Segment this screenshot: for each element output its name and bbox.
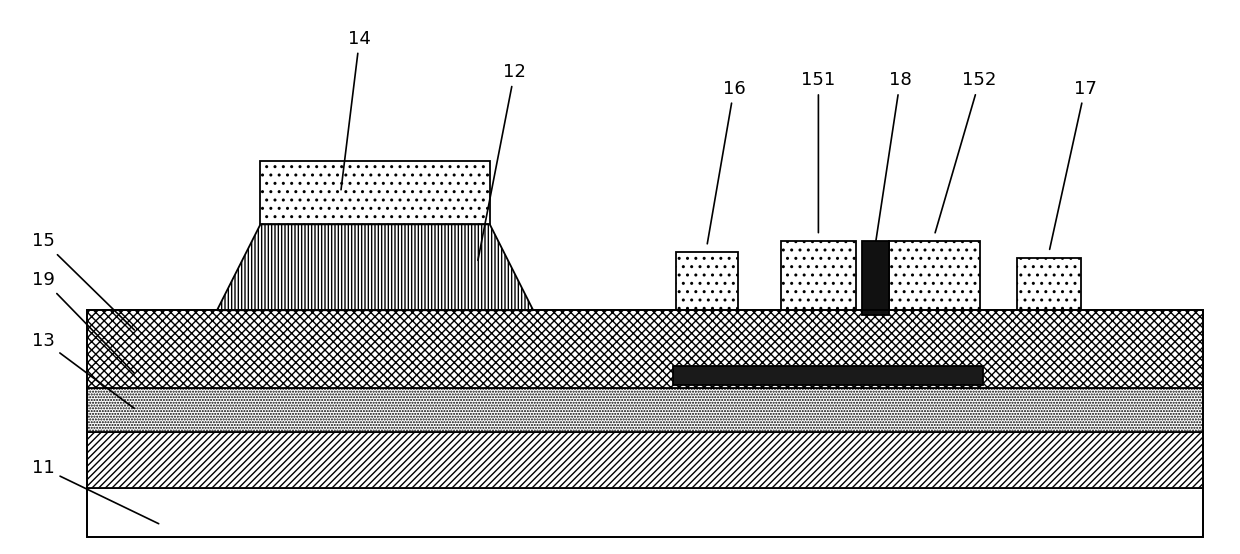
Bar [862, 241, 889, 315]
Text: 14: 14 [341, 30, 371, 190]
Text: 18: 18 [875, 71, 911, 241]
Bar [87, 432, 1203, 488]
Text: 16: 16 [707, 80, 745, 244]
Text: 151: 151 [801, 71, 836, 233]
Text: 15: 15 [32, 232, 134, 330]
Bar [87, 488, 1203, 537]
Bar [676, 252, 738, 310]
Text: 152: 152 [935, 71, 997, 233]
Text: 13: 13 [32, 332, 134, 408]
Text: 19: 19 [32, 271, 134, 373]
Bar [87, 310, 1203, 537]
Bar [87, 310, 1203, 388]
Bar [889, 241, 980, 310]
Bar [673, 366, 983, 385]
Bar [260, 161, 490, 224]
Polygon shape [217, 224, 533, 310]
Text: 11: 11 [32, 459, 159, 524]
Bar [781, 241, 856, 310]
Text: 17: 17 [1049, 80, 1096, 249]
Text: 12: 12 [477, 63, 526, 260]
Bar [87, 388, 1203, 432]
Bar [1017, 258, 1081, 310]
